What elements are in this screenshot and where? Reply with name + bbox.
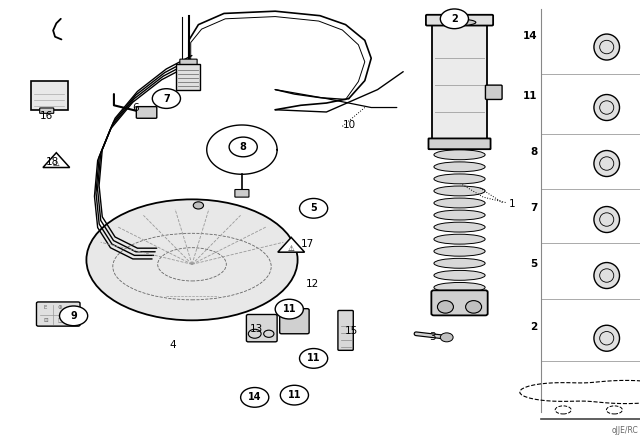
Text: 18: 18	[46, 157, 60, 167]
Circle shape	[300, 349, 328, 368]
FancyBboxPatch shape	[246, 314, 277, 342]
Text: 16: 16	[40, 112, 53, 121]
Text: 2: 2	[531, 322, 538, 332]
Ellipse shape	[434, 258, 485, 268]
Ellipse shape	[434, 174, 485, 184]
FancyBboxPatch shape	[180, 59, 197, 65]
Circle shape	[300, 198, 328, 218]
Text: 13: 13	[250, 324, 263, 334]
Circle shape	[72, 312, 81, 318]
FancyBboxPatch shape	[429, 138, 490, 149]
Circle shape	[229, 137, 257, 157]
Ellipse shape	[594, 207, 620, 233]
Ellipse shape	[434, 222, 485, 232]
Circle shape	[193, 202, 204, 209]
Ellipse shape	[443, 19, 476, 26]
Text: 2: 2	[451, 14, 458, 24]
Text: 8: 8	[240, 142, 246, 152]
FancyBboxPatch shape	[431, 290, 488, 315]
FancyBboxPatch shape	[338, 310, 353, 350]
Circle shape	[280, 385, 308, 405]
Text: ⊕: ⊕	[58, 305, 62, 310]
Text: 7: 7	[530, 203, 538, 213]
Text: 7: 7	[163, 94, 170, 103]
FancyBboxPatch shape	[485, 85, 502, 99]
Polygon shape	[278, 237, 305, 252]
Text: 17: 17	[301, 239, 314, 249]
Text: 11: 11	[282, 304, 296, 314]
Circle shape	[241, 388, 269, 407]
Text: 11: 11	[307, 353, 321, 363]
Circle shape	[440, 333, 453, 342]
FancyBboxPatch shape	[31, 81, 68, 110]
Text: 5: 5	[310, 203, 317, 213]
FancyBboxPatch shape	[136, 107, 157, 118]
Ellipse shape	[86, 199, 298, 320]
Ellipse shape	[434, 271, 485, 280]
Ellipse shape	[434, 186, 485, 196]
FancyBboxPatch shape	[40, 108, 54, 113]
FancyBboxPatch shape	[426, 15, 493, 26]
FancyBboxPatch shape	[176, 64, 200, 90]
Text: ⚠: ⚠	[53, 159, 60, 168]
Text: 6: 6	[132, 103, 138, 112]
Ellipse shape	[434, 210, 485, 220]
Text: 8: 8	[531, 147, 538, 157]
Text: 14: 14	[248, 392, 262, 402]
Ellipse shape	[594, 95, 620, 121]
Ellipse shape	[434, 234, 485, 244]
Text: □: □	[58, 318, 63, 323]
Ellipse shape	[434, 162, 485, 172]
Ellipse shape	[466, 301, 482, 313]
Text: E: E	[44, 305, 47, 310]
Text: 15: 15	[344, 326, 358, 336]
Text: 1: 1	[509, 199, 515, 209]
Polygon shape	[43, 153, 70, 168]
Text: 3: 3	[429, 332, 435, 342]
Ellipse shape	[434, 283, 485, 293]
Text: 10: 10	[342, 121, 356, 130]
Text: 4: 4	[170, 340, 176, 350]
Ellipse shape	[594, 151, 620, 177]
Text: 5: 5	[531, 259, 538, 269]
Text: ⊟: ⊟	[44, 318, 48, 323]
Circle shape	[152, 89, 180, 108]
Text: 12: 12	[306, 280, 319, 289]
Ellipse shape	[434, 198, 485, 208]
FancyBboxPatch shape	[433, 22, 486, 141]
Text: 9: 9	[70, 311, 77, 321]
Text: 14: 14	[523, 31, 538, 41]
Text: 11: 11	[523, 91, 538, 101]
Text: oJJE/RC: oJJE/RC	[612, 426, 639, 435]
FancyBboxPatch shape	[36, 302, 80, 326]
Ellipse shape	[434, 150, 485, 159]
Ellipse shape	[434, 246, 485, 256]
Ellipse shape	[594, 34, 620, 60]
Ellipse shape	[438, 301, 453, 313]
Ellipse shape	[594, 325, 620, 351]
Text: 11: 11	[287, 390, 301, 400]
Ellipse shape	[594, 263, 620, 289]
Circle shape	[440, 9, 468, 29]
Text: ⚠: ⚠	[288, 244, 294, 253]
Circle shape	[60, 306, 88, 326]
FancyBboxPatch shape	[235, 190, 249, 197]
Circle shape	[275, 299, 303, 319]
FancyBboxPatch shape	[280, 309, 309, 334]
